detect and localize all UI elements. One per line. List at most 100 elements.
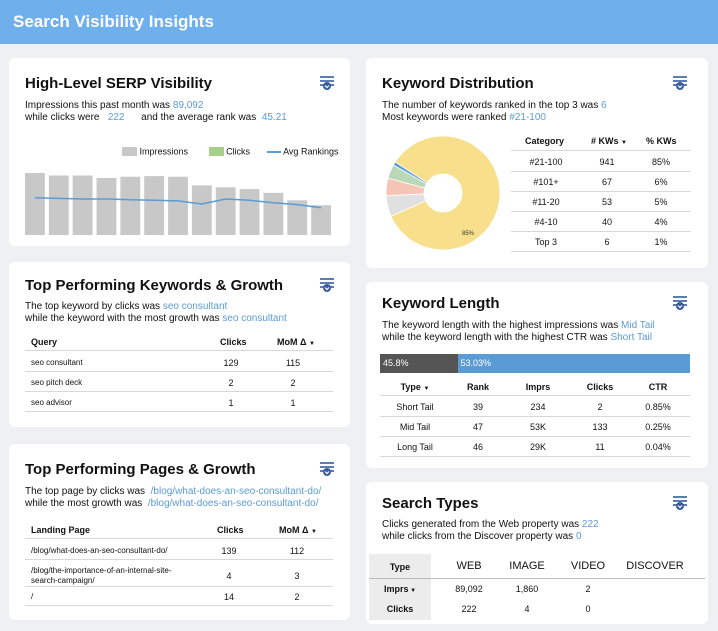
- search-types-table: Type WEB IMAGE VIDEO DISCOVER Imprs ▼ 89,…: [369, 554, 705, 620]
- sort-desc-icon: ▼: [621, 140, 627, 146]
- divider: [25, 350, 333, 351]
- impressions-bar: [48, 175, 69, 235]
- cell-clicks: 11: [595, 442, 605, 452]
- impressions-bar: [72, 175, 93, 235]
- serp-line2-mid: and the average rank was: [141, 112, 257, 123]
- page-path-line-2: search-campaign/: [31, 576, 95, 585]
- top-pages-line-1: The top page by clicks was /blog/what-do…: [25, 486, 321, 497]
- cell-landing-page[interactable]: /: [31, 592, 33, 602]
- cell-image: 4: [524, 604, 530, 614]
- growth-keyword-value: seo consultant: [222, 313, 287, 324]
- cell-imprs: 234: [530, 402, 546, 412]
- kw-dist-line2-label: Most keywords were ranked: [382, 112, 507, 123]
- menu-icon[interactable]: [671, 293, 689, 311]
- kw-length-stacked-bar: 45.8% 53.03%: [380, 354, 690, 373]
- cell-query: seo advisor: [31, 398, 72, 407]
- impressions-bar: [287, 200, 308, 235]
- avg-rankings-line: [34, 197, 322, 209]
- divider: [25, 411, 333, 412]
- pie-slice--21-100[interactable]: [390, 135, 501, 251]
- col-ctr-header[interactable]: CTR: [648, 382, 668, 392]
- serp-line-2: while clicks were 222 and the average ra…: [25, 112, 287, 123]
- col-clicks-header[interactable]: Clicks: [220, 337, 247, 347]
- cell-clicks: 4: [226, 571, 232, 581]
- divider: [25, 538, 333, 539]
- kw-length-line1-label: The keyword length with the highest impr…: [382, 320, 619, 331]
- col-web-header[interactable]: WEB: [456, 560, 482, 572]
- discover-clicks-value: 0: [575, 531, 582, 542]
- impressions-bar: [215, 187, 236, 235]
- menu-icon[interactable]: [318, 459, 336, 477]
- cell-rank: 46: [472, 442, 483, 452]
- serp-line-1: Impressions this past month was 89,092: [25, 100, 203, 111]
- serp-line2-label: while clicks were: [25, 112, 100, 123]
- serp-legend: Impressions Clicks Avg Rankings: [122, 146, 338, 157]
- col-mom-label: MoM Δ: [277, 337, 307, 347]
- top3-count-value: 6: [601, 100, 607, 111]
- top-kw-line2-label: while the keyword with the most growth w…: [25, 313, 220, 324]
- impressions-bar: [191, 185, 212, 235]
- col-query-header[interactable]: Query: [31, 337, 58, 347]
- growth-page-value[interactable]: /blog/what-does-an-seo-consultant-do/: [147, 498, 319, 509]
- cell-kws: 40: [601, 217, 612, 227]
- col-clicks-header[interactable]: Clicks: [217, 525, 244, 535]
- impressions-bar: [239, 189, 260, 235]
- col-pct-header[interactable]: % KWs: [646, 136, 677, 146]
- col-type-header[interactable]: Type ▼: [390, 382, 440, 392]
- impressions-bar: [311, 205, 331, 235]
- menu-icon[interactable]: [671, 493, 689, 511]
- menu-icon[interactable]: [318, 73, 336, 91]
- cell-clicks: 133: [592, 422, 608, 432]
- cell-mom: 1: [290, 398, 296, 408]
- col-landing-page-header[interactable]: Landing Page: [31, 525, 91, 535]
- divider: [511, 191, 691, 192]
- stacked-bar-left-label: 45.8%: [383, 358, 409, 368]
- top-page-value[interactable]: /blog/what-does-an-seo-consultant-do/: [150, 486, 322, 497]
- col-image-header[interactable]: IMAGE: [509, 560, 545, 572]
- cell-landing-page[interactable]: /blog/what-does-an-seo-consultant-do/: [31, 546, 168, 556]
- highest-impr-value: Mid Tail: [621, 320, 655, 331]
- col-mom-header[interactable]: MoM Δ ▼: [277, 337, 315, 347]
- col-type-header[interactable]: Type: [389, 562, 411, 572]
- keyword-length-card: Keyword Length The keyword length with t…: [366, 282, 708, 468]
- legend-clicks-swatch: [208, 147, 224, 157]
- col-clicks-header[interactable]: Clicks: [586, 382, 614, 392]
- pie-slice-top-3[interactable]: [392, 161, 428, 185]
- top-kw-line1-label: The top keyword by clicks was: [25, 301, 161, 312]
- top-kw-line-1: The top keyword by clicks was seo consul…: [25, 301, 227, 312]
- top-keywords-card: Top Performing Keywords & Growth The top…: [9, 262, 350, 427]
- kw-dist-table: Category # KWs ▼ % KWs #21-100 941 85% #101…: [511, 130, 691, 252]
- most-rank-value: #21-100: [509, 112, 546, 123]
- legend-impressions-swatch: [122, 147, 137, 157]
- divider: [25, 605, 333, 606]
- kw-length-line-1: The keyword length with the highest impr…: [382, 320, 655, 331]
- impressions-bar: [25, 173, 45, 235]
- row-label-column: [369, 554, 431, 620]
- menu-icon[interactable]: [671, 73, 689, 91]
- cell-kws: 941: [599, 157, 615, 167]
- cell-category: #11-20: [532, 197, 560, 207]
- col-kws-header[interactable]: # KWs ▼: [591, 136, 627, 146]
- col-mom-header[interactable]: MoM Δ ▼: [279, 525, 317, 535]
- top-kw-table: Query Clicks MoM Δ ▼ seo consultant 129 11…: [25, 332, 333, 412]
- col-category-header[interactable]: Category: [525, 136, 565, 146]
- cell-web: 89,092: [455, 584, 483, 594]
- top-pages-title: Top Performing Pages & Growth: [25, 461, 256, 478]
- search-types-line1-label: Clicks generated from the Web property w…: [382, 519, 580, 530]
- col-video-header[interactable]: VIDEO: [570, 560, 606, 572]
- row-label: Clicks: [386, 604, 414, 614]
- col-mom-label: MoM Δ: [279, 525, 309, 535]
- cell-clicks: 2: [228, 378, 234, 388]
- cell-query: seo pitch deck: [31, 378, 83, 387]
- impressions-bar: [263, 192, 284, 235]
- cell-type: Short Tail: [396, 402, 434, 412]
- divider: [25, 586, 333, 587]
- menu-icon[interactable]: [318, 275, 336, 293]
- col-imprs-header[interactable]: Imprs: [525, 382, 551, 392]
- highest-ctr-value: Short Tail: [610, 332, 652, 343]
- cell-clicks: 139: [221, 546, 237, 556]
- col-discover-header[interactable]: DISCOVER: [626, 560, 684, 572]
- search-types-card: Search Types Clicks generated from the W…: [366, 482, 708, 624]
- cell-landing-page[interactable]: /blog/the-importance-of-an-internal-site…: [31, 566, 172, 586]
- col-rank-header[interactable]: Rank: [466, 382, 489, 392]
